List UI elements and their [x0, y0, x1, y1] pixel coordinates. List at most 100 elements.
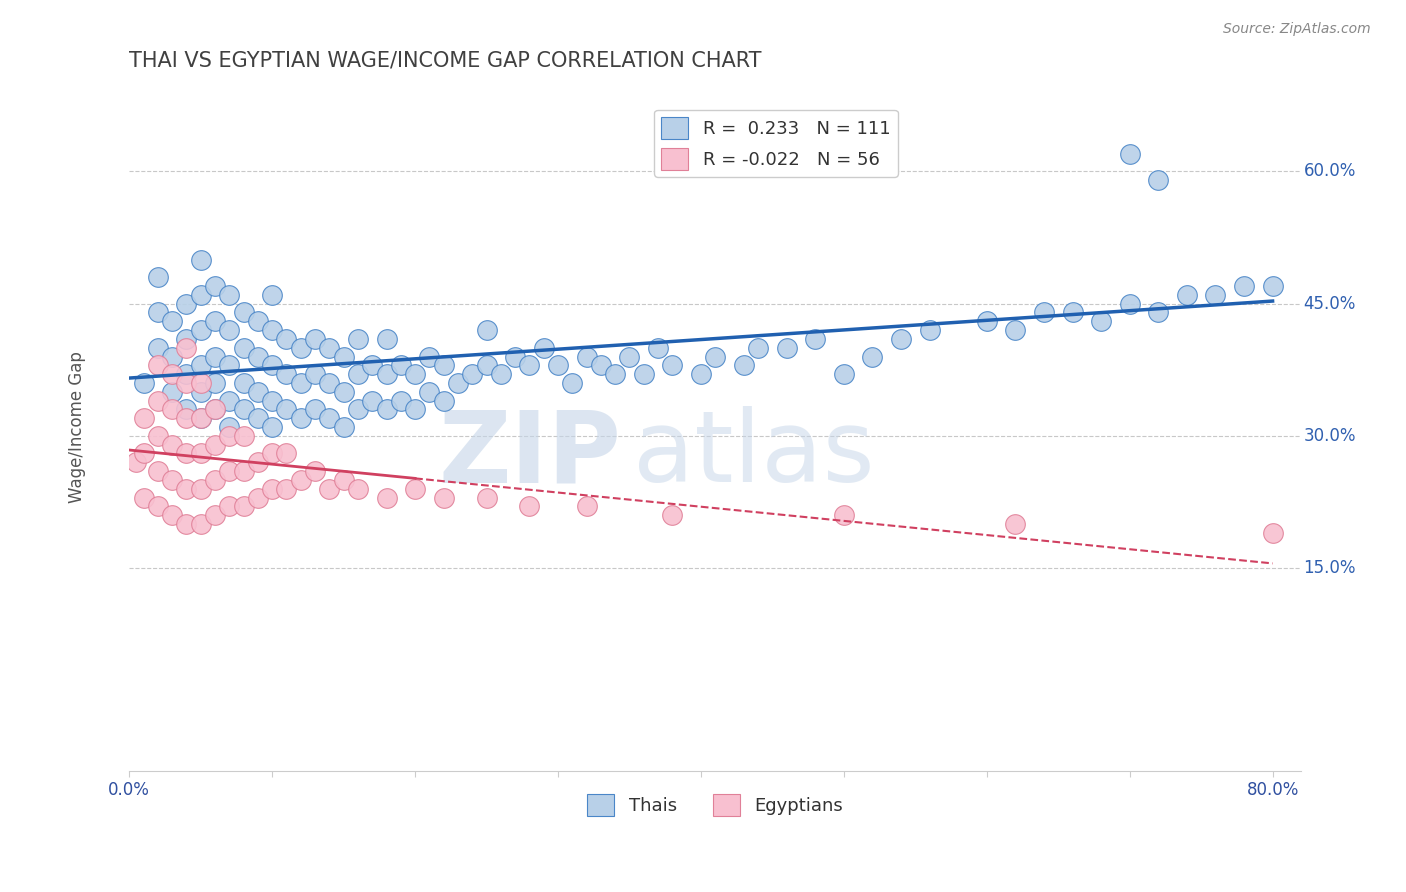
Text: 45.0%: 45.0% [1303, 294, 1355, 313]
Point [160, 350, 183, 364]
Point [375, 332, 398, 346]
Point [132, 491, 155, 505]
Point [1118, 296, 1140, 310]
Point [176, 411, 198, 425]
Point [204, 279, 226, 293]
Point [176, 376, 198, 390]
Point [461, 367, 484, 381]
Point [304, 367, 326, 381]
Point [533, 341, 555, 355]
Point [862, 350, 884, 364]
Point [276, 402, 298, 417]
Point [160, 473, 183, 487]
Point [190, 516, 212, 531]
Point [262, 446, 284, 460]
Point [132, 411, 155, 425]
Point [218, 323, 240, 337]
Point [1004, 323, 1026, 337]
Point [1118, 146, 1140, 161]
Point [218, 393, 240, 408]
Point [547, 359, 569, 373]
Point [1062, 305, 1084, 319]
Point [519, 359, 541, 373]
Point [146, 393, 169, 408]
Point [232, 341, 254, 355]
Point [125, 455, 148, 469]
Point [204, 402, 226, 417]
Point [304, 464, 326, 478]
Point [146, 500, 169, 514]
Point [262, 323, 284, 337]
Point [204, 402, 226, 417]
Point [276, 367, 298, 381]
Point [176, 341, 198, 355]
Point [190, 376, 212, 390]
Point [218, 429, 240, 443]
Point [246, 455, 269, 469]
Point [146, 270, 169, 285]
Point [190, 482, 212, 496]
Text: atlas: atlas [633, 406, 875, 503]
Point [375, 367, 398, 381]
Point [1175, 288, 1198, 302]
Point [276, 446, 298, 460]
Point [747, 341, 769, 355]
Point [190, 411, 212, 425]
Point [190, 384, 212, 399]
Point [503, 350, 526, 364]
Point [489, 367, 512, 381]
Point [804, 332, 827, 346]
Point [232, 500, 254, 514]
Point [262, 420, 284, 434]
Point [276, 332, 298, 346]
Point [418, 384, 440, 399]
Point [204, 376, 226, 390]
Point [218, 500, 240, 514]
Point [661, 508, 683, 523]
Text: Wage/Income Gap: Wage/Income Gap [67, 351, 86, 503]
Point [218, 464, 240, 478]
Point [176, 332, 198, 346]
Point [232, 376, 254, 390]
Point [232, 305, 254, 319]
Point [176, 296, 198, 310]
Point [246, 491, 269, 505]
Point [204, 508, 226, 523]
Point [433, 491, 456, 505]
Point [633, 367, 655, 381]
Point [176, 516, 198, 531]
Point [146, 359, 169, 373]
Point [332, 420, 354, 434]
Point [304, 402, 326, 417]
Point [475, 359, 498, 373]
Point [218, 359, 240, 373]
Point [418, 350, 440, 364]
Point [318, 376, 340, 390]
Point [204, 473, 226, 487]
Point [262, 393, 284, 408]
Point [218, 288, 240, 302]
Point [146, 305, 169, 319]
Point [776, 341, 799, 355]
Text: Source: ZipAtlas.com: Source: ZipAtlas.com [1223, 22, 1371, 37]
Point [190, 288, 212, 302]
Point [389, 359, 412, 373]
Point [890, 332, 912, 346]
Point [318, 411, 340, 425]
Point [1204, 288, 1226, 302]
Point [304, 332, 326, 346]
Point [475, 323, 498, 337]
Text: 60.0%: 60.0% [1303, 162, 1355, 180]
Point [290, 473, 312, 487]
Point [832, 367, 855, 381]
Point [361, 393, 384, 408]
Point [160, 367, 183, 381]
Point [176, 402, 198, 417]
Point [218, 420, 240, 434]
Point [160, 437, 183, 451]
Text: ZIP: ZIP [439, 406, 621, 503]
Point [361, 359, 384, 373]
Point [1147, 173, 1170, 187]
Point [404, 482, 426, 496]
Point [246, 411, 269, 425]
